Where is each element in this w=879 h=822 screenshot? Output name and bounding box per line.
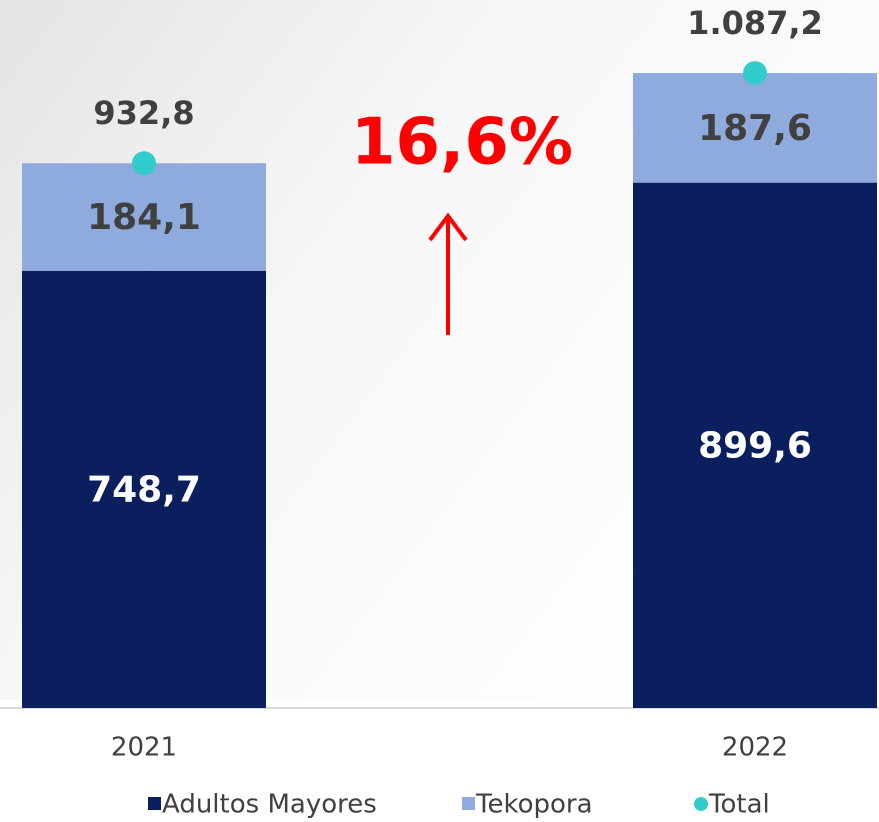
value-label: 187,6: [698, 108, 812, 149]
legend-label: Tekopora: [475, 790, 593, 820]
total-marker: [743, 61, 767, 85]
legend-swatch: [694, 797, 708, 811]
value-label: 184,1: [87, 197, 201, 238]
x-tick-label: 2022: [722, 733, 788, 763]
legend-swatch: [462, 797, 475, 810]
annotation: 16,6%: [351, 106, 573, 180]
legend-swatch: [148, 797, 161, 810]
legend-label: Total: [708, 790, 770, 820]
value-label: 899,6: [698, 425, 812, 466]
legend-label: Adultos Mayores: [162, 790, 377, 820]
total-marker: [132, 151, 156, 175]
chart: 16,6% 2021 2022 748,7 899,6 184,1 187,6 932,8 1…: [0, 0, 879, 822]
x-tick-label: 2021: [111, 733, 177, 763]
value-label: 748,7: [87, 469, 201, 510]
value-label: 1.087,2: [687, 4, 823, 42]
value-label: 932,8: [93, 94, 194, 132]
